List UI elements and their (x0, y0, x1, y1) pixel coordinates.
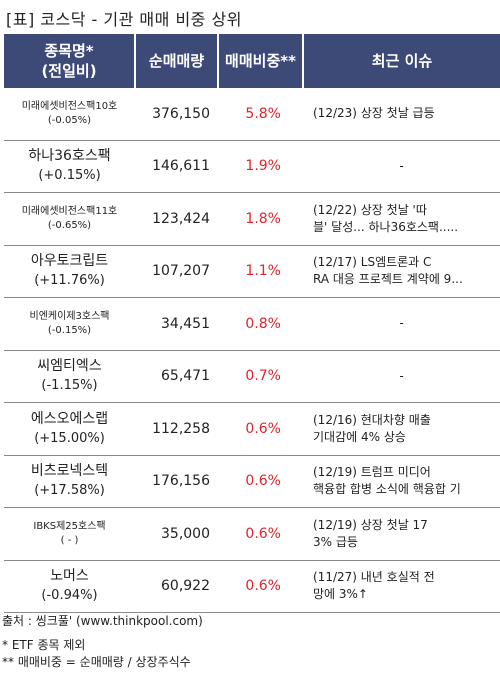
stock-cell: 노머스 (-0.94%) (4, 560, 135, 613)
source-note: 출처 : 씽크풀' (www.thinkpool.com) (2, 614, 203, 628)
net-volume: 107,207 (135, 245, 218, 298)
stock-change: (-1.15%) (41, 378, 98, 394)
net-volume: 146,611 (135, 140, 218, 193)
trade-ratio: 5.8% (218, 88, 303, 141)
recent-issue-cell: (12/16) 현대차향 매출 기대감에 4% 상승 (303, 402, 500, 456)
stock-cell: 미래에셋비전스팩10호 (-0.05%) (4, 88, 135, 141)
stock-cell: 비츠로넥스텍 (+17.58%) (4, 455, 135, 508)
net-volume: 123,424 (135, 192, 218, 246)
recent-issue-cell: - (303, 297, 500, 351)
recent-issue: (12/16) 현대차향 매출 기대감에 4% 상승 (313, 412, 431, 444)
stock-change: (-0.05%) (47, 114, 92, 126)
stock-name: 비엔케이제3호스팩 (29, 310, 110, 322)
stock-cell: 아우토크립트 (+11.76%) (4, 245, 135, 298)
stock-name: 하나36호스팩 (28, 148, 111, 165)
recent-issue: - (399, 368, 404, 383)
table-row: 씨엠티엑스 (-1.15%) 65,471 0.7% - (4, 350, 500, 403)
recent-issue: (11/27) 내년 호실적 전 망에 3%↑ (313, 570, 435, 602)
stock-change: (+0.15%) (38, 168, 101, 184)
stock-name: 노머스 (50, 568, 89, 585)
stock-change: (-0.15%) (47, 324, 92, 336)
trade-ratio: 0.6% (218, 560, 303, 613)
net-volume: 112,258 (135, 402, 218, 456)
header-name: 종목명* (전일비) (4, 34, 136, 88)
stock-name: 에스오에스랩 (30, 410, 109, 427)
trade-ratio: 1.8% (218, 192, 303, 246)
page-title: [표] 코스닥 - 기관 매매 비중 상위 (6, 10, 242, 29)
trade-ratio: 0.6% (218, 455, 303, 508)
recent-issue: (12/23) 상장 첫날 급등 (313, 106, 435, 121)
recent-issue-cell: - (303, 350, 500, 403)
stock-name: 아우토크립트 (30, 253, 109, 270)
footnote-ratio: ** 매매비중 = 순매매량 / 상장주식수 (2, 655, 191, 669)
net-volume: 376,150 (135, 88, 218, 141)
trade-ratio: 0.7% (218, 350, 303, 403)
header-name-line1: 종목명* (44, 42, 94, 60)
recent-issue: (12/19) 상장 첫날 17 3% 급등 (313, 517, 428, 549)
net-volume: 34,451 (135, 297, 218, 351)
net-volume: 65,471 (135, 350, 218, 403)
table-row: 에스오에스랩 (+15.00%) 112,258 0.6% (12/16) 현대차향 매… (4, 402, 500, 456)
stock-change: (-0.94%) (41, 588, 98, 604)
recent-issue-cell: (12/17) LS엠트론과 C RA 대응 프로젝트 계약에 9... (303, 245, 500, 298)
stock-change: (-0.65%) (47, 219, 92, 231)
recent-issue-cell: (11/27) 내년 호실적 전 망에 3%↑ (303, 560, 500, 613)
stock-cell: 미래에셋비전스팩11호 (-0.65%) (4, 192, 135, 246)
stock-cell: 하나36호스팩 (+0.15%) (4, 140, 135, 193)
table-row: 미래에셋비전스팩10호 (-0.05%) 376,150 5.8% (12/23) 상장… (4, 88, 500, 141)
table-row: 미래에셋비전스팩11호 (-0.65%) 123,424 1.8% (12/22) 상장… (4, 192, 500, 246)
recent-issue-cell: (12/22) 상장 첫날 '따 블' 달성... 하나36호스팩..... (303, 192, 500, 246)
recent-issue-cell: (12/19) 트럼프 미디어 핵융합 합병 소식에 핵융합 기 (303, 455, 500, 508)
stock-name: IBKS제25호스팩 (33, 520, 106, 532)
stock-cell: 씨엠티엑스 (-1.15%) (4, 350, 135, 403)
stock-name: 미래에셋비전스팩10호 (21, 100, 118, 112)
table-row: 아우토크립트 (+11.76%) 107,207 1.1% (12/17) LS엠트론과… (4, 245, 500, 298)
header-name-line2: (전일비) (41, 62, 97, 80)
header-ratio: 매매비중** (218, 34, 304, 88)
stock-change: (+17.58%) (34, 483, 105, 499)
net-volume: 35,000 (135, 507, 218, 561)
stock-name: 씨엠티엑스 (37, 358, 102, 375)
stock-change: (+11.76%) (34, 273, 105, 289)
trade-ratio: 0.6% (218, 402, 303, 456)
table-row: 노머스 (-0.94%) 60,922 0.6% (11/27) 내년 호실적 전 망에… (4, 560, 500, 613)
stock-change: (+15.00%) (34, 430, 105, 446)
stock-cell: IBKS제25호스팩 ( - ) (4, 507, 135, 561)
table-row: 비츠로넥스텍 (+17.58%) 176,156 0.6% (12/19) 트럼프 미디… (4, 455, 500, 508)
recent-issue: (12/19) 트럼프 미디어 핵융합 합병 소식에 핵융합 기 (313, 465, 461, 497)
table-row: 비엔케이제3호스팩 (-0.15%) 34,451 0.8% - (4, 297, 500, 351)
table-header-row: 종목명* (전일비) 순매매량 매매비중** 최근 이슈 (4, 34, 500, 88)
footnote-etf: * ETF 종목 제외 (2, 638, 86, 652)
recent-issue: (12/22) 상장 첫날 '따 블' 달성... 하나36호스팩..... (313, 202, 459, 234)
trade-ratio: 1.9% (218, 140, 303, 193)
table-row: IBKS제25호스팩 ( - ) 35,000 0.6% (12/19) 상장 첫날 1… (4, 507, 500, 561)
trade-ratio: 0.8% (218, 297, 303, 351)
institution-trading-table: 종목명* (전일비) 순매매량 매매비중** 최근 이슈 미래에셋비전스팩10호… (4, 34, 500, 613)
header-volume: 순매매량 (135, 34, 219, 88)
net-volume: 176,156 (135, 455, 218, 508)
table-body: 미래에셋비전스팩10호 (-0.05%) 376,150 5.8% (12/23) 상장… (4, 88, 500, 613)
stock-name: 비츠로넥스텍 (30, 463, 109, 480)
stock-name: 미래에셋비전스팩11호 (21, 205, 118, 217)
trade-ratio: 0.6% (218, 507, 303, 561)
recent-issue: - (399, 316, 404, 331)
header-issue: 최근 이슈 (303, 34, 500, 88)
recent-issue-cell: (12/23) 상장 첫날 급등 (303, 88, 500, 141)
trade-ratio: 1.1% (218, 245, 303, 298)
recent-issue-cell: - (303, 140, 500, 193)
stock-change: ( - ) (60, 534, 79, 546)
recent-issue: - (399, 158, 404, 173)
table-row: 하나36호스팩 (+0.15%) 146,611 1.9% - (4, 140, 500, 193)
net-volume: 60,922 (135, 560, 218, 613)
stock-cell: 에스오에스랩 (+15.00%) (4, 402, 135, 456)
recent-issue: (12/17) LS엠트론과 C RA 대응 프로젝트 계약에 9... (313, 255, 463, 287)
recent-issue-cell: (12/19) 상장 첫날 17 3% 급등 (303, 507, 500, 561)
stock-cell: 비엔케이제3호스팩 (-0.15%) (4, 297, 135, 351)
